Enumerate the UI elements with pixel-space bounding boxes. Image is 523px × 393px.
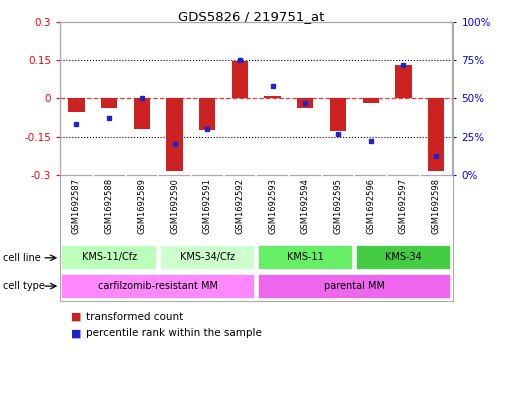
Bar <box>265 95 281 98</box>
Bar <box>62 245 157 270</box>
Text: GSM1692593: GSM1692593 <box>268 178 277 234</box>
Text: GSM1692595: GSM1692595 <box>334 178 343 234</box>
Text: GSM1692590: GSM1692590 <box>170 178 179 234</box>
Text: carfilzomib-resistant MM: carfilzomib-resistant MM <box>98 281 218 290</box>
Bar <box>330 98 346 131</box>
Bar <box>101 98 117 108</box>
Bar <box>69 98 85 112</box>
Text: KMS-34: KMS-34 <box>385 252 422 262</box>
Bar <box>428 98 444 171</box>
Bar <box>134 98 150 129</box>
Text: GSM1692592: GSM1692592 <box>235 178 244 234</box>
Text: GSM1692588: GSM1692588 <box>105 178 113 234</box>
Bar <box>257 245 353 270</box>
Text: transformed count: transformed count <box>86 312 184 322</box>
Text: GDS5826 / 219751_at: GDS5826 / 219751_at <box>178 10 324 23</box>
Text: GSM1692596: GSM1692596 <box>366 178 375 234</box>
Bar <box>356 245 451 270</box>
Bar <box>232 61 248 98</box>
Bar <box>297 98 313 108</box>
Text: KMS-34/Cfz: KMS-34/Cfz <box>180 252 235 262</box>
Bar <box>362 98 379 103</box>
Text: GSM1692587: GSM1692587 <box>72 178 81 234</box>
Bar <box>160 245 255 270</box>
Text: GSM1692598: GSM1692598 <box>431 178 440 234</box>
Text: ■: ■ <box>71 328 81 338</box>
Text: percentile rank within the sample: percentile rank within the sample <box>86 328 262 338</box>
Text: GSM1692597: GSM1692597 <box>399 178 408 234</box>
Text: parental MM: parental MM <box>324 281 385 290</box>
Text: KMS-11: KMS-11 <box>287 252 324 262</box>
Text: KMS-11/Cfz: KMS-11/Cfz <box>82 252 137 262</box>
Text: cell type: cell type <box>3 281 44 291</box>
Text: GSM1692594: GSM1692594 <box>301 178 310 234</box>
Bar <box>62 274 255 299</box>
Bar <box>166 98 183 171</box>
Text: cell line: cell line <box>3 253 40 263</box>
Bar <box>199 98 215 130</box>
Bar <box>395 65 412 98</box>
Text: GSM1692589: GSM1692589 <box>138 178 146 234</box>
Text: GSM1692591: GSM1692591 <box>203 178 212 234</box>
Bar <box>257 274 451 299</box>
Text: ■: ■ <box>71 312 81 322</box>
